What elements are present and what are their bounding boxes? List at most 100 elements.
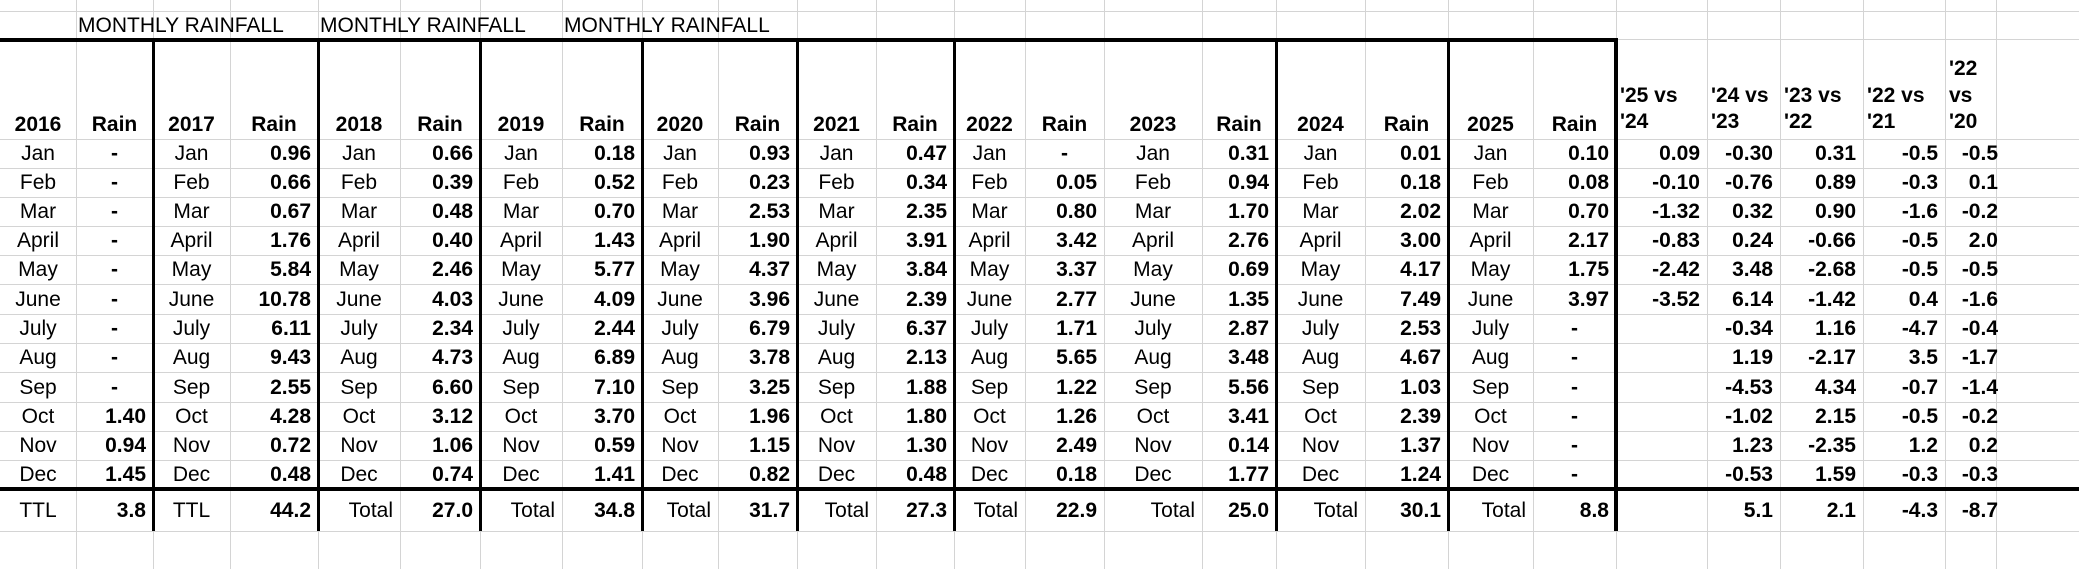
rain-value[interactable]: -	[111, 346, 118, 369]
total-value[interactable]: 25.0	[1228, 498, 1269, 522]
month-label[interactable]: April	[658, 229, 701, 252]
comparison-value[interactable]: -0.5	[1961, 142, 1998, 165]
rain-value[interactable]: 1.45	[105, 463, 146, 486]
comparison-value[interactable]	[1616, 314, 1707, 343]
comparison-value[interactable]	[1616, 460, 1707, 489]
rain-value[interactable]: 1.37	[1400, 434, 1441, 457]
comparison-value[interactable]: -0.3	[1961, 463, 1998, 486]
month-label[interactable]: April	[170, 229, 213, 252]
rain-value[interactable]: 0.66	[432, 142, 473, 165]
month-label[interactable]: Mar	[1134, 200, 1172, 223]
month-label[interactable]: May	[18, 258, 58, 281]
comparison-value[interactable]	[1616, 431, 1707, 460]
rain-value[interactable]: 4.73	[432, 346, 473, 369]
rain-value[interactable]: 0.67	[270, 200, 311, 223]
comparison-value[interactable]: 1.2	[1908, 434, 1938, 457]
month-label[interactable]: Aug	[1301, 346, 1340, 369]
comparison-value[interactable]: 1.16	[1815, 317, 1856, 340]
comparison-value[interactable]: -0.53	[1725, 463, 1773, 486]
month-label[interactable]: Nov	[661, 434, 699, 457]
year-header[interactable]: 2025	[1467, 113, 1514, 136]
rain-value[interactable]: 2.02	[1400, 200, 1441, 223]
comparison-value[interactable]: 0.4	[1908, 287, 1938, 311]
month-label[interactable]: Oct	[973, 405, 1006, 428]
rain-header[interactable]: Rain	[1216, 113, 1262, 136]
comparison-value[interactable]: 1.59	[1815, 463, 1856, 486]
rain-value[interactable]: 2.44	[594, 317, 635, 340]
month-label[interactable]: Sep	[340, 375, 378, 399]
rain-value[interactable]: 0.10	[1568, 142, 1609, 165]
month-label[interactable]: April	[337, 229, 380, 252]
rain-header[interactable]: Rain	[734, 113, 781, 136]
month-label[interactable]: Jan	[663, 142, 697, 165]
month-label[interactable]: July	[817, 317, 856, 340]
comparison-value[interactable]: -0.7	[1901, 375, 1938, 399]
month-label[interactable]: Sep	[817, 375, 856, 399]
rain-header[interactable]: Rain	[1383, 113, 1430, 136]
rain-value[interactable]: 1.03	[1400, 375, 1441, 399]
month-label[interactable]: Dec	[172, 463, 211, 486]
rain-value[interactable]: -	[111, 287, 118, 311]
month-label[interactable]: May	[501, 258, 541, 281]
comparison-value[interactable]: -2.42	[1652, 258, 1700, 281]
total-label[interactable]: Total	[1150, 498, 1195, 522]
rain-value[interactable]: 1.06	[432, 434, 473, 457]
month-label[interactable]: Jan	[1303, 142, 1338, 165]
comparison-value[interactable]	[1616, 402, 1707, 431]
month-label[interactable]: Dec	[340, 463, 378, 486]
month-label[interactable]: Aug	[661, 346, 699, 369]
rain-value[interactable]: 5.56	[1228, 375, 1269, 399]
rain-value[interactable]: -	[1571, 317, 1578, 340]
rain-value[interactable]: 5.65	[1056, 346, 1097, 369]
total-value[interactable]: 3.8	[116, 498, 146, 522]
rain-value[interactable]: 2.46	[432, 258, 473, 281]
comparison-header[interactable]: '23 vs '22	[1784, 83, 1842, 133]
comparison-value[interactable]: 2.0	[1968, 229, 1998, 252]
comparison-header[interactable]: '22 vs '21	[1867, 83, 1925, 133]
comparison-value[interactable]: -2.35	[1808, 434, 1856, 457]
comparison-header[interactable]: '22 vs '20	[1949, 57, 1978, 133]
month-label[interactable]: Oct	[175, 405, 208, 428]
month-label[interactable]: June	[1130, 287, 1176, 311]
month-label[interactable]: June	[1297, 287, 1344, 311]
month-label[interactable]: Oct	[1304, 405, 1337, 428]
rain-value[interactable]: 2.49	[1056, 434, 1097, 457]
rain-value[interactable]: 3.41	[1228, 405, 1269, 428]
total-value[interactable]: 27.3	[906, 498, 947, 522]
rain-value[interactable]: 1.43	[594, 229, 635, 252]
total-label[interactable]: Total	[1481, 498, 1526, 522]
rain-header[interactable]: Rain	[91, 113, 138, 136]
rain-value[interactable]: 2.17	[1568, 229, 1609, 252]
rain-value[interactable]: 4.67	[1400, 346, 1441, 369]
month-label[interactable]: May	[969, 258, 1010, 281]
month-label[interactable]: Oct	[21, 405, 55, 428]
rain-value[interactable]: 1.70	[1228, 200, 1269, 223]
total-label[interactable]: Total	[824, 498, 869, 522]
month-label[interactable]: Feb	[1302, 171, 1339, 194]
month-label[interactable]: June	[336, 287, 382, 311]
rain-value[interactable]: 2.76	[1228, 229, 1269, 252]
month-label[interactable]: Nov	[1134, 434, 1172, 457]
comparison-value[interactable]: -1.42	[1808, 287, 1856, 311]
month-label[interactable]: April	[16, 229, 59, 252]
month-label[interactable]: June	[1467, 287, 1514, 311]
month-label[interactable]: May	[339, 258, 379, 281]
comparison-value[interactable]: 0.09	[1659, 142, 1700, 165]
rain-value[interactable]: 2.39	[906, 287, 947, 311]
month-label[interactable]: Dec	[970, 463, 1009, 486]
month-label[interactable]: Sep	[1471, 375, 1510, 399]
month-label[interactable]: April	[815, 229, 858, 252]
month-label[interactable]: Feb	[818, 171, 855, 194]
rain-value[interactable]: 0.74	[432, 463, 473, 486]
month-label[interactable]: June	[657, 287, 703, 311]
rain-value[interactable]: 0.47	[906, 142, 947, 165]
month-label[interactable]: June	[813, 287, 860, 311]
month-label[interactable]: July	[970, 317, 1009, 340]
rain-value[interactable]: 3.78	[749, 346, 790, 369]
month-label[interactable]: Dec	[1134, 463, 1172, 486]
rain-value[interactable]: 1.26	[1056, 405, 1097, 428]
rain-value[interactable]: 1.80	[906, 405, 947, 428]
month-label[interactable]: Jan	[972, 142, 1007, 165]
rain-value[interactable]: 3.48	[1228, 346, 1269, 369]
month-label[interactable]: April	[968, 229, 1011, 252]
